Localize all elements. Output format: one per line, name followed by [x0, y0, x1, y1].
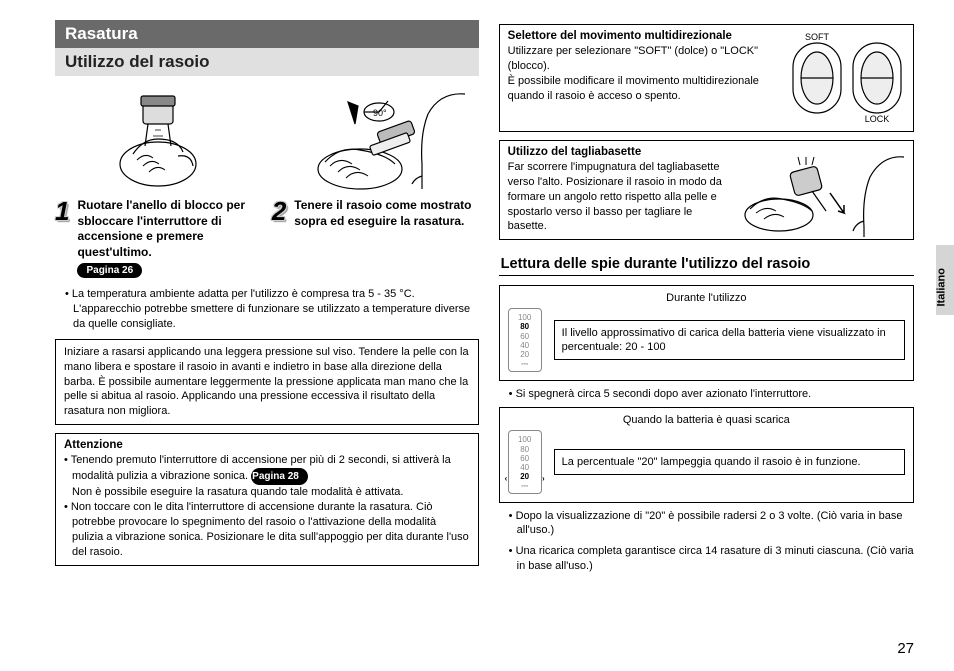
illustration-row: 90° [55, 84, 479, 194]
attention-bullet-2: • Non toccare con le dita l'interruttore… [64, 500, 470, 559]
gauge2-20: 20 ‹ › [514, 472, 536, 481]
indicator-2-bullet-2: Una ricarica completa garantisce circa 1… [499, 544, 914, 574]
battery-gauge-2: 100 80 60 40 20 ‹ › ⎓ [508, 430, 542, 493]
indicator-box-2: Quando la batteria è quasi scarica 100 8… [499, 407, 914, 502]
right-column: Selettore del movimento multidirezionale… [499, 20, 914, 630]
battery-gauge-1: 100 80 60 40 20 ⎓ [508, 308, 542, 371]
gauge-80: 80 [514, 322, 536, 331]
trimmer-illustration [734, 155, 909, 237]
step-number-1: 1 [55, 198, 69, 224]
temperature-bullet: La temperatura ambiente adatta per l'uti… [55, 287, 479, 332]
step-1-text: Ruotare l'anello di blocco per sbloccare… [77, 198, 261, 260]
gauge-20: 20 [514, 350, 536, 359]
attention-title: Attenzione [64, 439, 470, 451]
steps-row: 1 Ruotare l'anello di blocco per sblocca… [55, 198, 479, 278]
indicator-1-bullet: Si spegnerà circa 5 secondi dopo aver az… [499, 387, 914, 402]
trimmer-text: Far scorrere l'impugnatura del tagliabas… [508, 160, 728, 234]
indicator-2-text: La percentuale "20" lampeggia quando il … [554, 449, 905, 475]
selector-text: Utilizzare per selezionare "SOFT" (dolce… [508, 44, 768, 103]
gauge2-100: 100 [514, 435, 536, 444]
gauge-40: 40 [514, 341, 536, 350]
gauge2-40: 40 [514, 463, 536, 472]
attention-b1b: Non è possibile eseguire la rasatura qua… [72, 486, 403, 498]
usage-tip-box: Iniziare a rasarsi applicando una legger… [55, 339, 479, 425]
plug-icon: ⎓ [514, 359, 536, 369]
step-2-text: Tenere il rasoio come mostrato sopra ed … [294, 198, 478, 229]
step-1: 1 Ruotare l'anello di blocco per sblocca… [55, 198, 262, 278]
page-number: 27 [897, 640, 914, 657]
plug-icon-2: ⎓ [514, 481, 536, 491]
attention-box: Attenzione • Tenendo premuto l'interrutt… [55, 433, 479, 566]
section-header-dark: Rasatura [55, 20, 479, 48]
section-header-light: Utilizzo del rasoio [55, 48, 479, 76]
trimmer-box: Utilizzo del tagliabasette Far scorrere … [499, 140, 914, 240]
page-ref-pill-2: Pagina 28 [251, 468, 308, 486]
step-2: 2 Tenere il rasoio come mostrato sopra e… [272, 198, 479, 278]
indicator-1-title: Durante l'utilizzo [508, 292, 905, 304]
gauge-60: 60 [514, 332, 536, 341]
left-column: Rasatura Utilizzo del rasoio [55, 20, 479, 630]
page-content: Rasatura Utilizzo del rasoio [55, 20, 914, 630]
attention-b2-text: Non toccare con le dita l'interruttore d… [71, 501, 469, 558]
indicator-2-title: Quando la batteria è quasi scarica [508, 414, 905, 426]
step-number-2: 2 [272, 198, 286, 224]
page-ref-pill: Pagina 26 [77, 263, 142, 278]
selector-box: Selettore del movimento multidirezionale… [499, 24, 914, 132]
gauge2-80: 80 [514, 445, 536, 454]
usage-tip-text: Iniziare a rasarsi applicando una legger… [64, 345, 470, 419]
gauge2-60: 60 [514, 454, 536, 463]
switch-graphic: SOFT LOCK [787, 29, 907, 125]
language-label: Italiano [936, 268, 948, 307]
gauge-100: 100 [514, 313, 536, 322]
angle-text: 90° [373, 108, 387, 118]
indicator-box-1: Durante l'utilizzo 100 80 60 40 20 ⎓ Il … [499, 285, 914, 380]
attention-bullet-1: • Tenendo premuto l'interruttore di acce… [64, 453, 470, 500]
illustration-step2: 90° [300, 84, 450, 194]
subheading: Lettura delle spie durante l'utilizzo de… [499, 252, 914, 276]
illustration-step1 [83, 84, 233, 194]
soft-label: SOFT [805, 32, 830, 42]
indicator-1-text: Il livello approssimativo di carica dell… [554, 320, 905, 361]
lock-label: LOCK [865, 114, 890, 124]
indicator-2-bullet-1: Dopo la visualizzazione di "20" è possib… [499, 509, 914, 539]
